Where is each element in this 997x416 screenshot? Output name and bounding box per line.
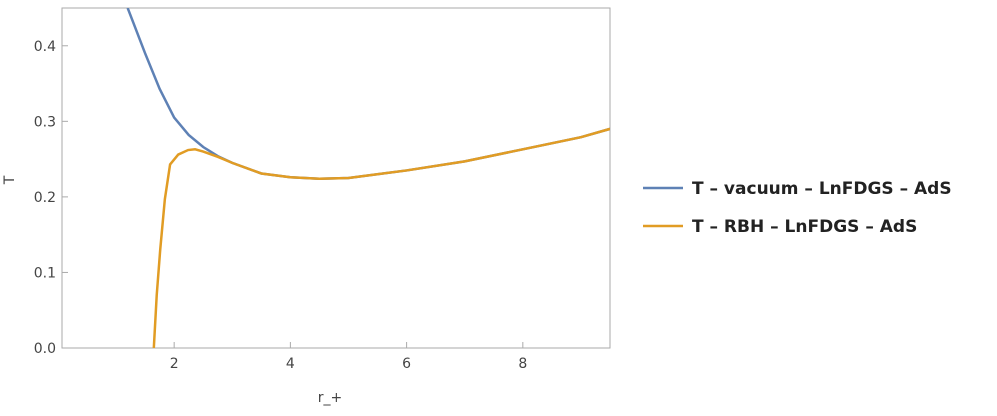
y-axis-label: T <box>2 175 18 185</box>
x-tick-label: 6 <box>402 356 411 372</box>
x-tick-label: 2 <box>170 356 179 372</box>
x-tick-label: 8 <box>518 356 527 372</box>
plot-frame <box>61 7 611 349</box>
y-tick-label: 0.2 <box>34 190 56 206</box>
legend-label: T – vacuum – LnFDGS – AdS <box>692 179 952 199</box>
y-tick-label: 0.0 <box>34 341 56 357</box>
y-tick-label: 0.3 <box>34 114 56 130</box>
x-tick-label: 4 <box>286 356 295 372</box>
series-line <box>152 127 610 348</box>
legend-label: T – RBH – LnFDGS – AdS <box>692 217 917 237</box>
y-tick-label: 0.4 <box>34 39 56 55</box>
y-tick-label: 0.1 <box>34 265 56 281</box>
series-line <box>126 8 610 181</box>
x-axis-label: r_+ <box>318 390 343 406</box>
